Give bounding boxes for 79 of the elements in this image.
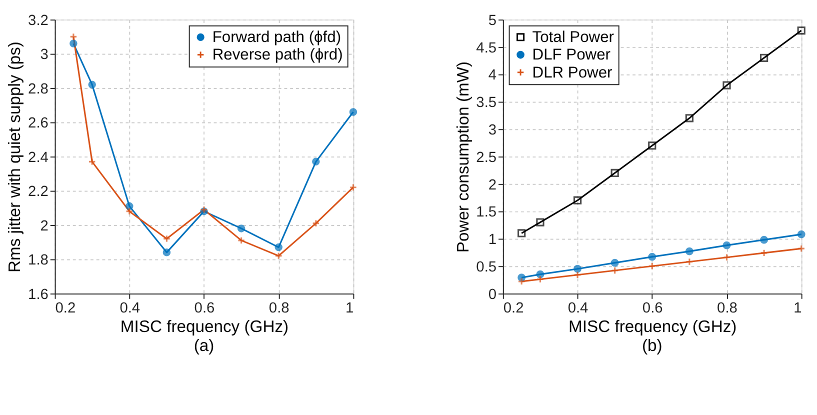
x-tick-label: 0.6 xyxy=(194,300,215,317)
point xyxy=(70,40,78,48)
point xyxy=(574,264,582,273)
y-tick-label: 1.6 xyxy=(28,286,48,303)
point xyxy=(312,158,320,166)
legend-label: Reverse path (ϕrd) xyxy=(212,46,343,64)
y-tick-label: 1.8 xyxy=(28,252,48,269)
text: (b) xyxy=(642,336,662,356)
y-axis-title: Rms jitter with quiet supply (ps) xyxy=(5,42,24,273)
point xyxy=(797,26,806,35)
y-axis-title: Power consumption (mW) xyxy=(453,61,472,253)
y-tick-label: 0.5 xyxy=(476,259,497,276)
x-tick-label: 0.4 xyxy=(568,300,588,317)
x-tick-label: 0.8 xyxy=(717,300,738,317)
point xyxy=(349,108,358,116)
point xyxy=(648,142,656,150)
point xyxy=(312,219,320,228)
y-tick-label: 2.2 xyxy=(28,184,48,200)
point xyxy=(88,158,96,166)
point xyxy=(536,270,544,278)
y-tick-label: 3 xyxy=(40,47,48,64)
point xyxy=(648,262,656,270)
point xyxy=(88,80,96,88)
point xyxy=(760,54,768,62)
point xyxy=(274,252,282,260)
point xyxy=(610,266,619,274)
x-axis-title: MISC frequency (GHz) xyxy=(120,317,289,336)
x-tick-label: 0.2 xyxy=(55,300,76,317)
y-tick-label: 1.5 xyxy=(476,204,497,221)
legend-label: DLF Power xyxy=(532,46,611,64)
point xyxy=(274,243,282,252)
x-axis-title: MISC frequency (GHz) xyxy=(568,317,737,336)
point xyxy=(518,229,526,238)
point xyxy=(536,218,544,226)
y-tick-label: 4.5 xyxy=(476,40,497,56)
x-tick-label: 1 xyxy=(346,300,354,317)
point xyxy=(797,230,806,238)
point xyxy=(237,236,246,244)
x-tick-label: 0.6 xyxy=(642,300,663,317)
point xyxy=(760,249,768,257)
point xyxy=(722,81,731,90)
point xyxy=(574,271,582,279)
point xyxy=(536,275,544,284)
point xyxy=(610,168,619,178)
y-tick-label: 5 xyxy=(488,12,497,29)
y-tick-label: 2.4 xyxy=(28,150,48,166)
y-tick-label: 2 xyxy=(488,177,497,194)
y-tick-label: 3 xyxy=(488,122,497,139)
y-tick-label: 2 xyxy=(40,218,48,234)
point xyxy=(126,207,134,216)
x-tick-label: 1 xyxy=(794,300,802,317)
point xyxy=(648,252,656,261)
text: (a) xyxy=(194,336,214,356)
legend-label: Forward path (ϕfd) xyxy=(212,29,342,46)
point xyxy=(686,258,694,266)
x-tick-label: 0.8 xyxy=(268,300,290,317)
point xyxy=(685,114,694,122)
y-tick-label: 0 xyxy=(488,286,497,303)
legend-label: Total Power xyxy=(532,29,614,46)
y-tick-label: 4 xyxy=(488,68,497,84)
point xyxy=(685,247,694,256)
point xyxy=(237,224,246,232)
y-tick-label: 3.2 xyxy=(28,12,48,29)
point xyxy=(162,234,171,243)
y-tick-label: 2.5 xyxy=(476,150,497,166)
point xyxy=(722,253,731,262)
y-tick-label: 1 xyxy=(488,232,497,248)
point xyxy=(760,236,768,244)
y-tick-label: 2.6 xyxy=(28,116,48,132)
x-tick-label: 0.2 xyxy=(503,300,524,317)
y-tick-label: 2.8 xyxy=(28,81,48,98)
x-tick-label: 0.4 xyxy=(120,300,140,317)
point xyxy=(573,196,582,204)
point xyxy=(610,258,619,267)
point xyxy=(722,241,731,250)
legend-label: DLR Power xyxy=(532,64,612,82)
point xyxy=(126,202,134,210)
point xyxy=(162,248,171,256)
y-tick-label: 3.5 xyxy=(476,95,497,112)
